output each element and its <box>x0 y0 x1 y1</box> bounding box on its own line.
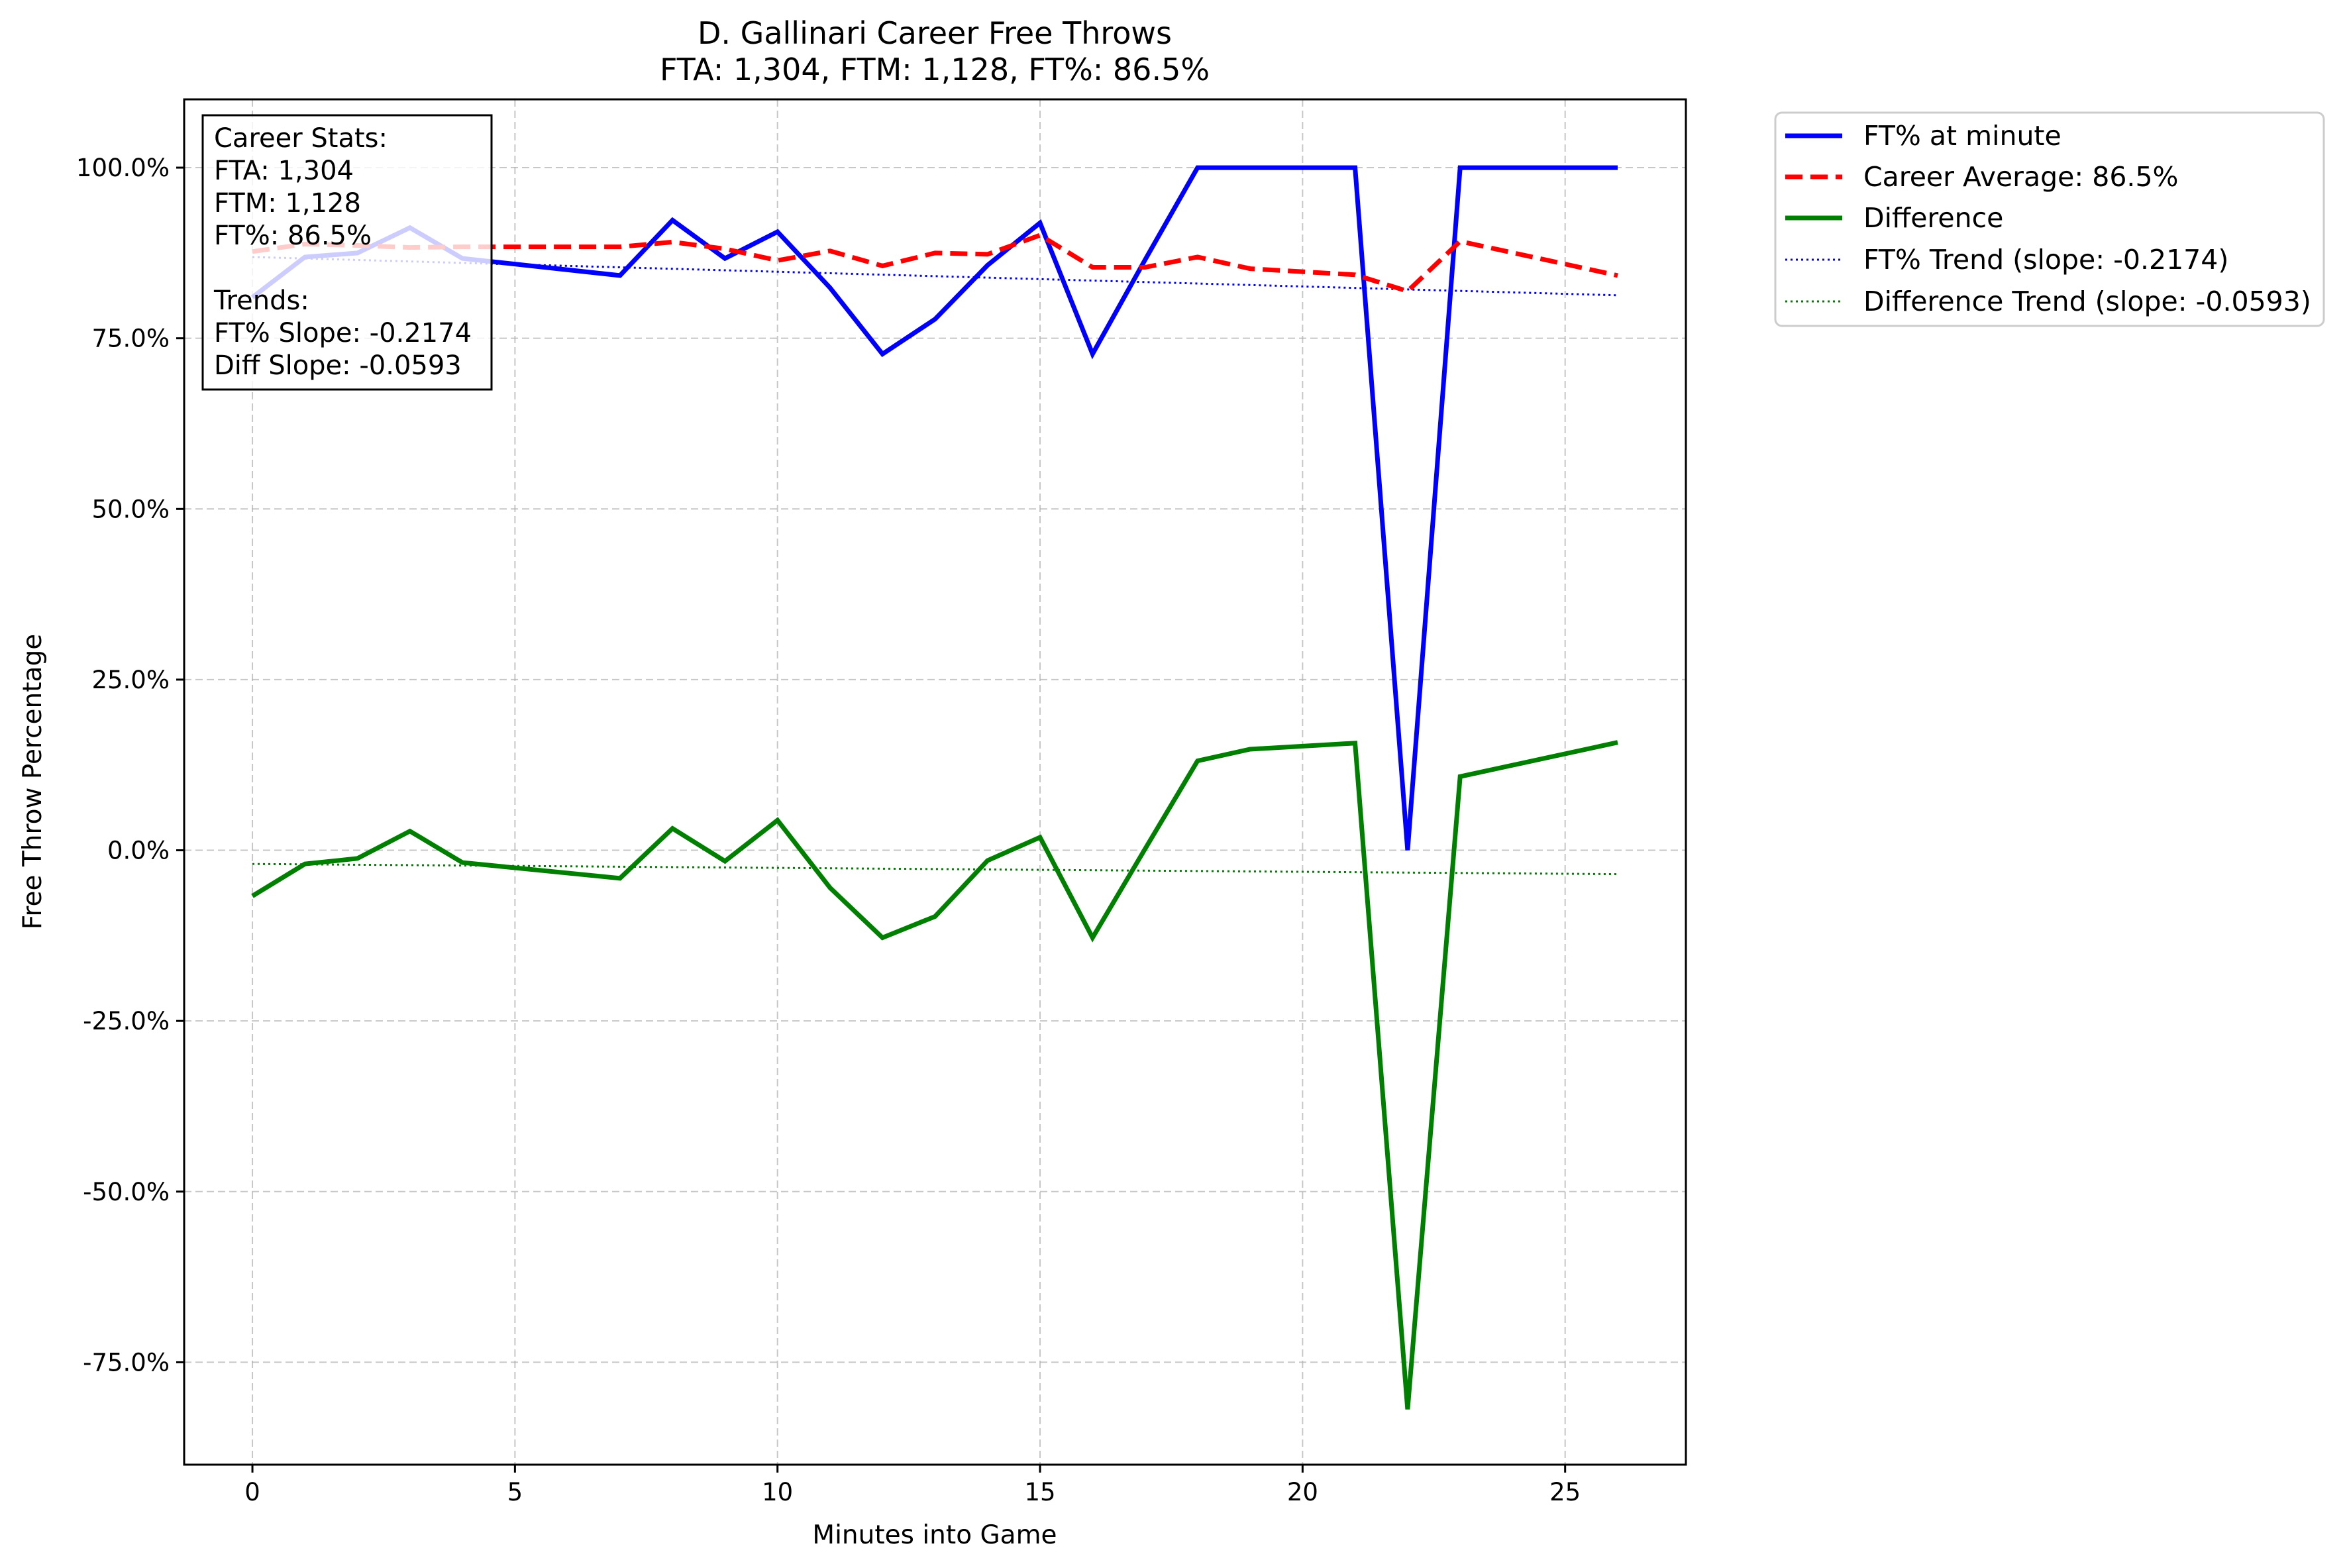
x-tick-label: 0 <box>244 1478 260 1506</box>
legend: FT% at minute Career Average: 86.5% Diff… <box>1774 111 2325 327</box>
x-tick-label: 5 <box>507 1478 523 1506</box>
y-tick-label: -75.0% <box>83 1348 170 1377</box>
x-axis: 0 5 10 15 20 25 <box>244 1465 1581 1506</box>
y-tick-label: 25.0% <box>91 666 170 694</box>
stats-line-1: Career Stats: <box>214 123 388 154</box>
y-tick-label: -25.0% <box>83 1007 170 1035</box>
legend-label-difference: Difference <box>1863 202 2003 234</box>
y-tick-label: 100.0% <box>76 154 170 182</box>
x-tick-label: 15 <box>1024 1478 1055 1506</box>
y-tick-label: 75.0% <box>91 325 170 353</box>
legend-label-diff-trend: Difference Trend (slope: -0.0593) <box>1863 286 2311 317</box>
y-axis-label: Free Throw Percentage <box>18 634 48 929</box>
stats-line-7: FT% Slope: -0.2174 <box>214 318 472 348</box>
legend-label-ft-pct: FT% at minute <box>1863 120 2061 152</box>
stats-line-8: Diff Slope: -0.0593 <box>214 350 462 381</box>
y-tick-label: 0.0% <box>107 837 170 865</box>
y-tick-label: -50.0% <box>83 1178 170 1206</box>
x-tick-label: 25 <box>1549 1478 1581 1506</box>
difference-line <box>251 740 1618 1410</box>
stats-line-6: Trends: <box>213 286 309 316</box>
x-tick-label: 10 <box>762 1478 793 1506</box>
x-axis-label: Minutes into Game <box>812 1520 1057 1550</box>
y-tick-label: 50.0% <box>91 495 170 523</box>
x-tick-label: 20 <box>1287 1478 1318 1506</box>
legend-label-career-avg: Career Average: 86.5% <box>1863 161 2179 193</box>
chart-subtitle: FTA: 1,304, FTM: 1,128, FT%: 86.5% <box>660 52 1210 87</box>
y-axis: 100.0% 75.0% 50.0% 25.0% 0.0% -25.0% -50.0% -75… <box>76 154 184 1377</box>
stats-line-4: FT%: 86.5% <box>214 221 372 251</box>
stats-box: Career Stats: FTA: 1,304 FTM: 1,128 FT%:… <box>201 114 493 391</box>
plot-frame <box>183 98 1687 1466</box>
stats-box-frame <box>201 114 493 391</box>
stats-line-2: FTA: 1,304 <box>214 156 354 186</box>
chart-title: D. Gallinari Career Free Throws <box>698 15 1172 51</box>
legend-frame <box>1774 111 2325 327</box>
legend-label-ft-trend: FT% Trend (slope: -0.2174) <box>1863 244 2228 276</box>
stats-line-3: FTM: 1,128 <box>214 188 361 219</box>
